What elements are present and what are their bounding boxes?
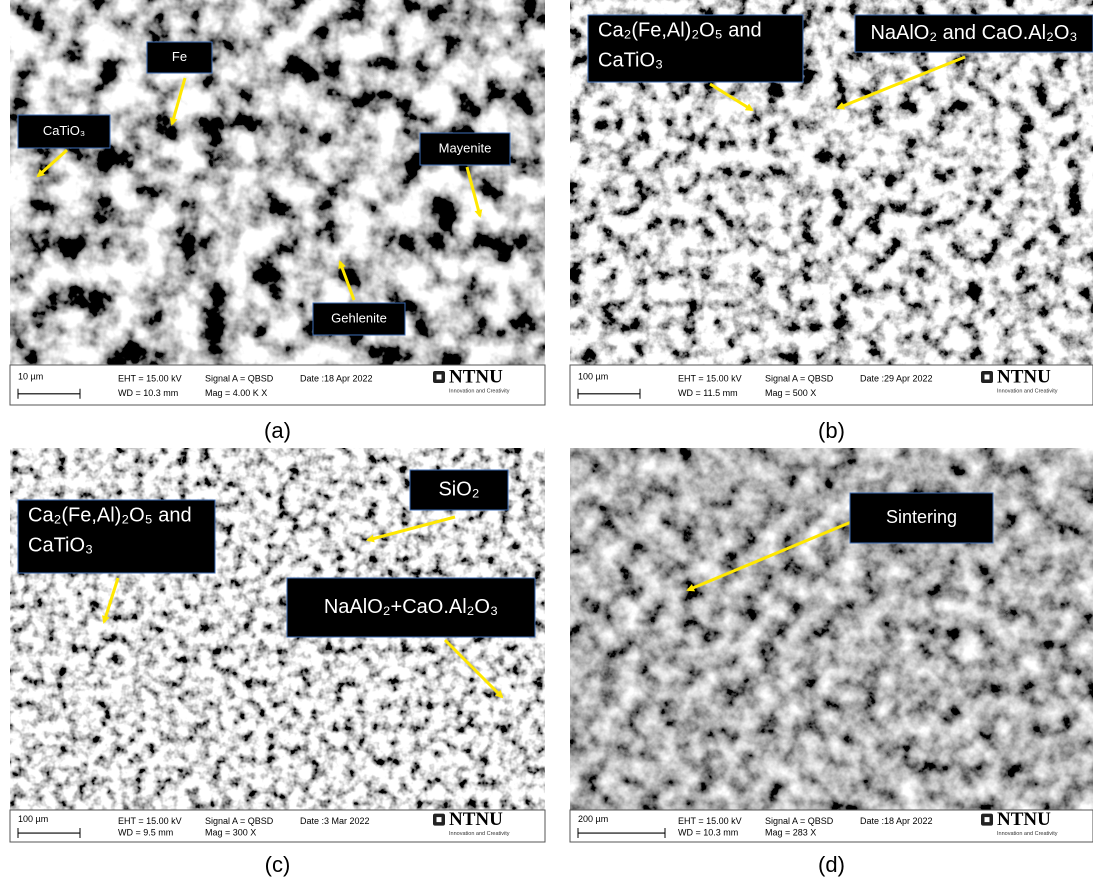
mag: Mag = 283 X [765, 827, 816, 837]
signal: Signal A = QBSD [765, 373, 834, 383]
caption: (d) [818, 852, 845, 877]
scale-label: 100 µm [578, 371, 608, 381]
eht: EHT = 15.00 kV [678, 373, 742, 383]
wd: WD = 11.5 mm [678, 388, 738, 398]
date: Date :18 Apr 2022 [860, 816, 933, 826]
micrograph [570, 448, 1093, 810]
annotation-label: CaTiO₃ [598, 49, 663, 71]
scale-label: 200 µm [578, 814, 608, 824]
date: Date :29 Apr 2022 [860, 373, 933, 383]
mag: Mag = 4.00 K X [205, 388, 267, 398]
eht: EHT = 15.00 kV [118, 373, 182, 383]
scale-label: 10 µm [18, 371, 43, 381]
logo: NTNU [997, 809, 1051, 830]
date: Date :3 Mar 2022 [300, 816, 370, 826]
signal: Signal A = QBSD [765, 816, 834, 826]
logo-tagline: Innovation and Creativity [449, 388, 510, 394]
logo-tagline: Innovation and Creativity [997, 831, 1058, 837]
sem-panel: 100 µm EHT = 15.00 kV WD = 11.5 mm Signal A… [570, 0, 1093, 443]
mag: Mag = 500 X [765, 388, 816, 398]
signal: Signal A = QBSD [205, 816, 274, 826]
logo-tagline: Innovation and Creativity [997, 388, 1058, 394]
scale-label: 100 µm [18, 814, 48, 824]
logo-icon-inner [437, 375, 442, 380]
annotation-label: Ca₂(Fe,Al)₂O₅ and [598, 19, 762, 41]
sem-panel: 10 µm EHT = 15.00 kV WD = 10.3 mm Signal A … [10, 0, 545, 443]
annotation-label: Mayenite [439, 140, 492, 155]
annotation-label: Fe [172, 49, 187, 64]
annotation-label: Gehlenite [331, 310, 387, 325]
eht: EHT = 15.00 kV [678, 816, 742, 826]
date: Date :18 Apr 2022 [300, 373, 373, 383]
annotation-label: Sintering [886, 507, 957, 527]
figure: 10 µmEHT = 15.00 kVWD = 10.3 mmSignal A … [0, 0, 1093, 885]
logo: NTNU [449, 366, 503, 387]
eht: EHT = 15.00 kV [118, 816, 182, 826]
logo-tagline: Innovation and Creativity [449, 831, 510, 837]
logo: NTNU [449, 809, 503, 830]
wd: WD = 9.5 mm [118, 827, 173, 837]
annotation-label: CaTiO₃ [43, 123, 85, 138]
caption: (b) [818, 418, 845, 443]
logo-icon-inner [985, 817, 990, 822]
micrograph [10, 0, 545, 365]
logo: NTNU [997, 366, 1051, 387]
logo-icon-inner [985, 375, 990, 380]
caption: (c) [265, 852, 291, 877]
annotation-label: SiO₂ [438, 478, 479, 500]
annotation-label: NaAlO₂+CaO.Al₂O₃ [324, 596, 498, 618]
signal: Signal A = QBSD [205, 373, 274, 383]
wd: WD = 10.3 mm [118, 388, 178, 398]
annotation-label: CaTiO₃ [28, 534, 93, 556]
mag: Mag = 300 X [205, 827, 256, 837]
annotation-label: Ca₂(Fe,Al)₂O₅ and [28, 504, 192, 526]
logo-icon-inner [437, 817, 442, 822]
caption: (a) [264, 418, 291, 443]
wd: WD = 10.3 mm [678, 827, 738, 837]
annotation-label: NaAlO₂ and CaO.Al₂O₃ [870, 22, 1077, 44]
